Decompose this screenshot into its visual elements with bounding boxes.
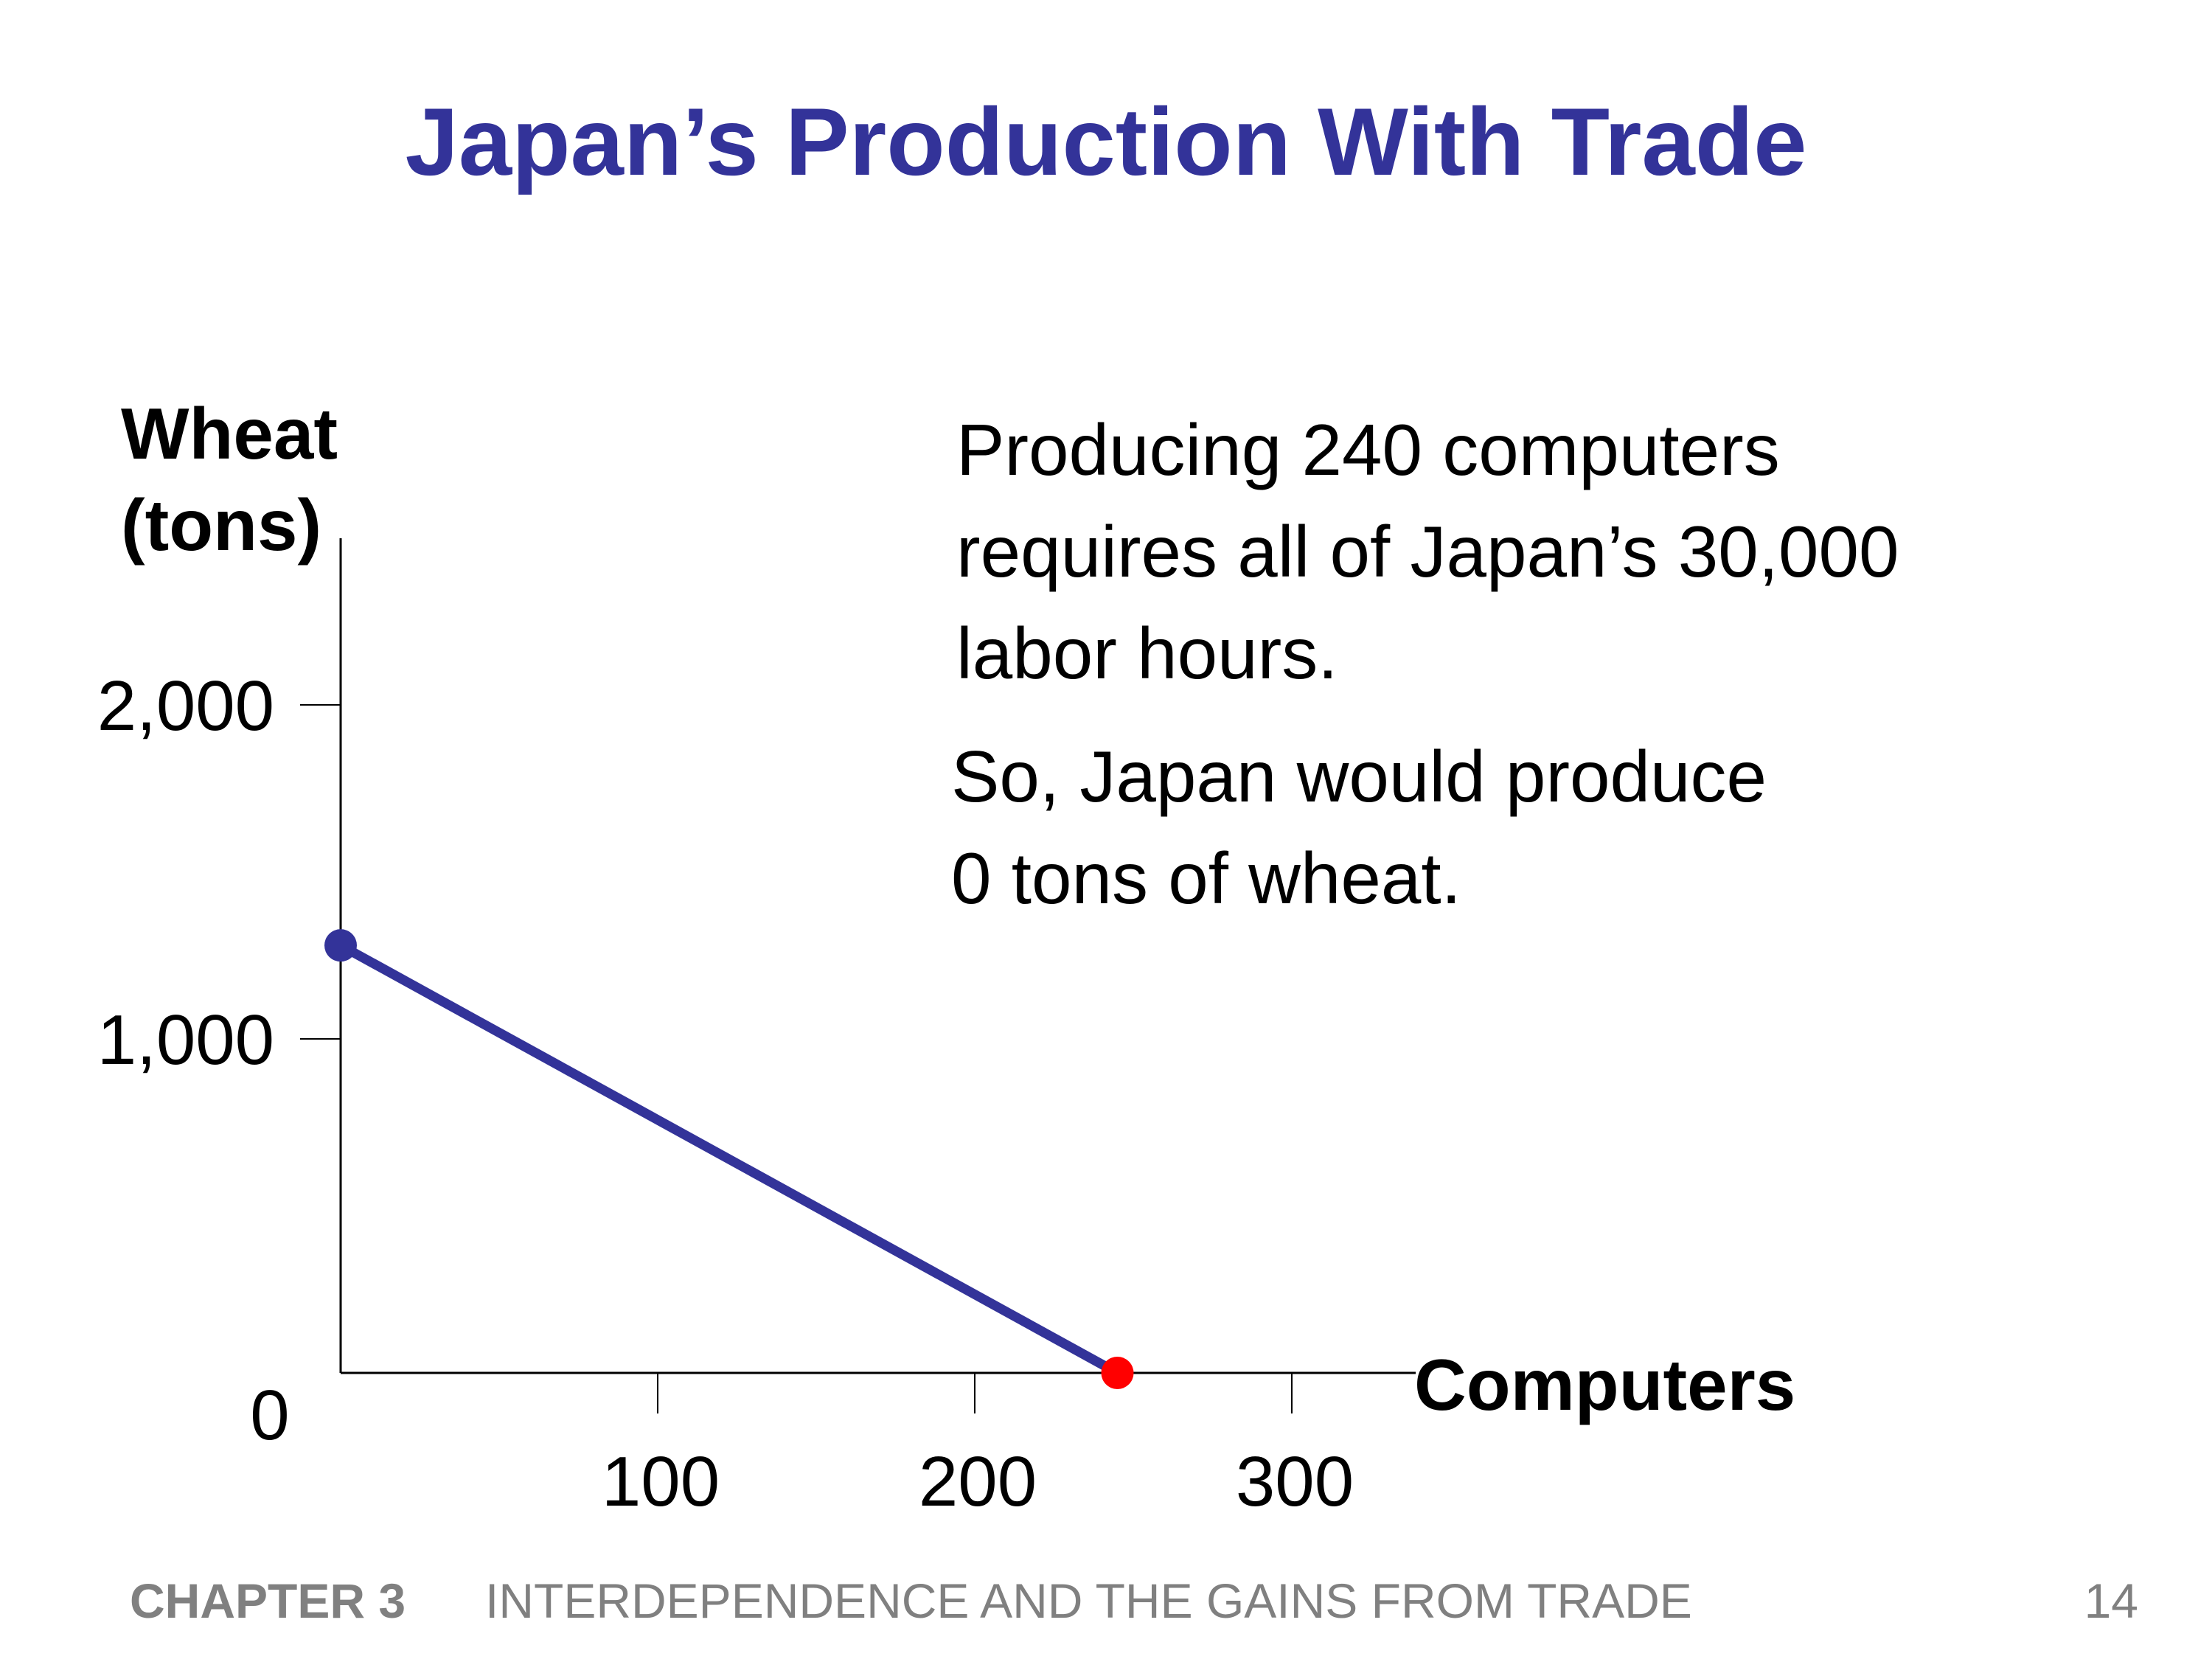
footer-subject: INTERDEPENDENCE AND THE GAINS FROM TRADE — [485, 1573, 1692, 1628]
ppf-line — [335, 940, 1122, 1378]
annotation-line: labor hours. — [956, 613, 1338, 694]
y-intercept-marker — [324, 929, 357, 962]
x-tick-label: 300 — [1236, 1442, 1354, 1521]
y-axis-title-line: (tons) — [121, 484, 321, 566]
footer-chapter: CHAPTER 3 — [130, 1573, 406, 1628]
production-point-marker — [1101, 1357, 1134, 1389]
y-tick-label: 1,000 — [97, 1001, 274, 1079]
x-tick-label: 100 — [602, 1442, 720, 1521]
annotation-line: requires all of Japan’s 30,000 — [956, 511, 1899, 592]
annotation-line: Producing 240 computers — [956, 409, 1780, 490]
origin-label: 0 — [250, 1376, 289, 1455]
annotation-line: 0 tons of wheat. — [951, 838, 1461, 919]
x-axis-title: Computers — [1414, 1344, 1795, 1425]
annotation-line: So, Japan would produce — [951, 736, 1767, 817]
y-axis-title-line: Wheat — [121, 393, 338, 474]
y-tick-label: 2,000 — [97, 667, 274, 745]
slide-title: Japan’s Production With Trade — [405, 88, 1807, 195]
x-tick-label: 200 — [919, 1442, 1037, 1521]
page-number: 14 — [2084, 1573, 2138, 1628]
